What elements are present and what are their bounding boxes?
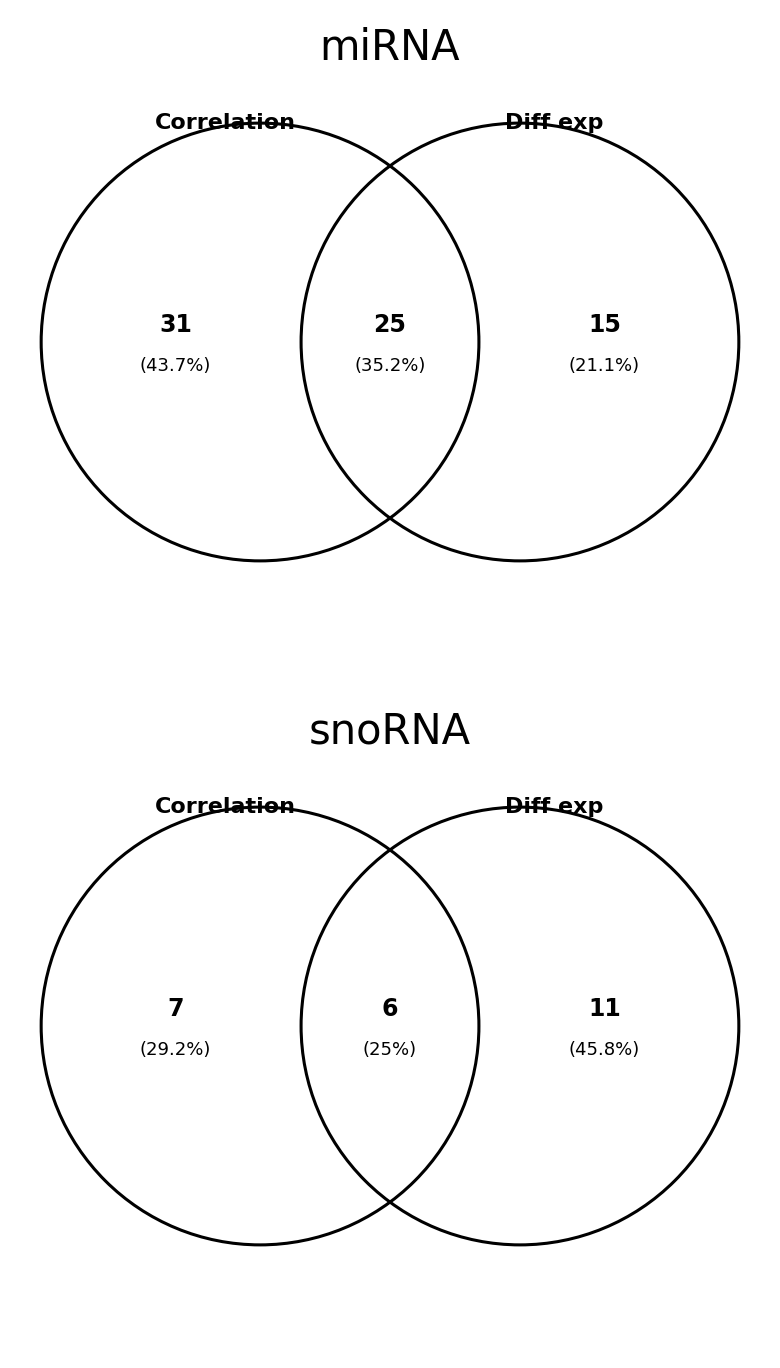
Text: 15: 15 (588, 313, 621, 337)
Text: 25: 25 (374, 313, 406, 337)
Text: 11: 11 (588, 997, 621, 1021)
Text: 31: 31 (159, 313, 192, 337)
Text: (43.7%): (43.7%) (140, 357, 211, 375)
Text: 6: 6 (381, 997, 399, 1021)
Text: snoRNA: snoRNA (309, 711, 471, 752)
Text: (45.8%): (45.8%) (569, 1041, 640, 1059)
Text: Correlation: Correlation (155, 114, 296, 133)
Text: Diff exp: Diff exp (505, 114, 604, 133)
Text: Correlation: Correlation (155, 798, 296, 817)
Text: 7: 7 (168, 997, 184, 1021)
Text: (21.1%): (21.1%) (569, 357, 640, 375)
Text: (25%): (25%) (363, 1041, 417, 1059)
Text: Diff exp: Diff exp (505, 798, 604, 817)
Text: (35.2%): (35.2%) (354, 357, 426, 375)
Text: miRNA: miRNA (320, 27, 460, 68)
Text: (29.2%): (29.2%) (140, 1041, 211, 1059)
